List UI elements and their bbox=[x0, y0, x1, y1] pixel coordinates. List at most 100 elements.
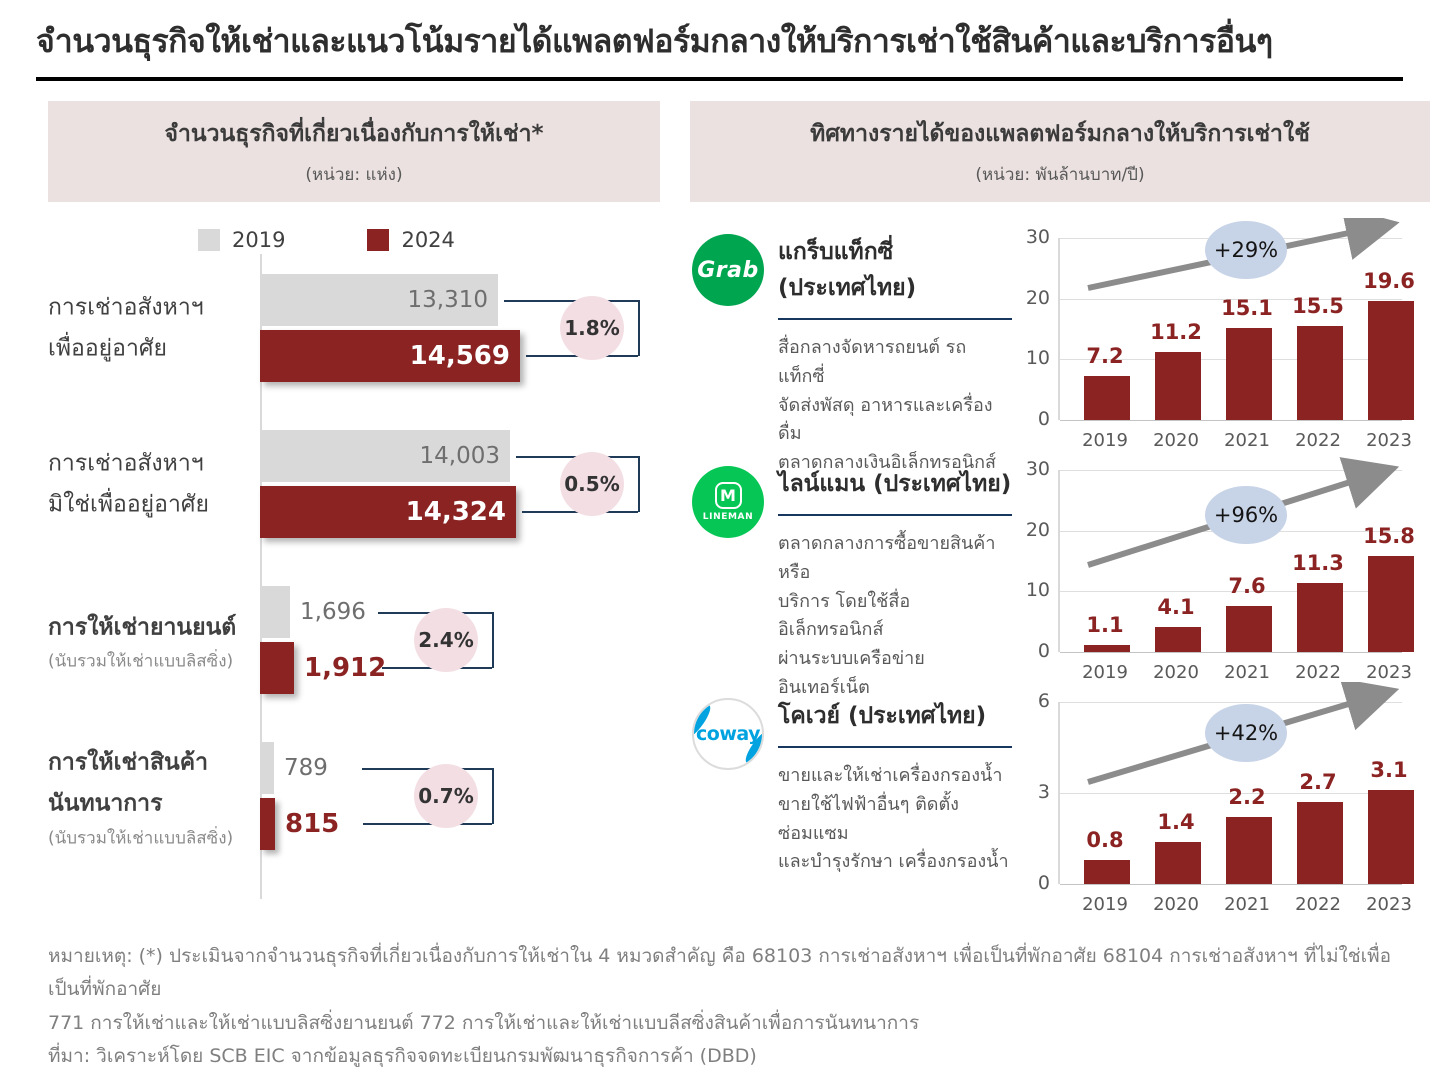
plot-area bbox=[1058, 238, 1414, 421]
lineman-name: ไลน์แมน (ประเทศไทย) bbox=[778, 471, 1012, 497]
gridline bbox=[1060, 591, 1402, 593]
category-label-line: นันทนาการ bbox=[48, 791, 163, 818]
bar-value-label: 11.2 bbox=[1150, 320, 1202, 344]
coway-name: โคเวย์ (ประเทศไทย) bbox=[778, 703, 987, 729]
grab-revenue-chart: 0 10 20 30 7.2 2019 11.2 2020 15.1 2021 15.5 2022 19… bbox=[1012, 218, 1430, 451]
y-tick-label: 0 bbox=[1037, 408, 1050, 430]
bar-value-label: 2.2 bbox=[1228, 785, 1266, 809]
connector-line bbox=[638, 456, 640, 512]
legend-swatch-2024 bbox=[367, 229, 390, 251]
x-tick-label: 2019 bbox=[1082, 430, 1128, 451]
rental-category-row: การให้เช่ายานยนต์ (นับรวมให้เช่าแบบลิสซิ่… bbox=[48, 586, 660, 696]
page-header: จำนวนธุรกิจให้เช่าและแนวโน้มรายได้แพลตฟอ… bbox=[0, 0, 1439, 67]
legend-label-2024: 2024 bbox=[401, 228, 455, 252]
bar-2019 bbox=[260, 586, 290, 638]
lineman-desc-line: บริการ โดยใช้สื่ออิเล็กทรอนิกส์ bbox=[778, 590, 911, 641]
legend-item-2019: 2019 bbox=[198, 228, 285, 252]
y-tick-label: 10 bbox=[1025, 347, 1050, 370]
lineman-logo-icon: M LINEMAN bbox=[692, 466, 764, 538]
value-2019: 14,003 bbox=[419, 443, 500, 469]
bar-value-label: 15.8 bbox=[1363, 524, 1415, 548]
lineman-m-icon: M bbox=[714, 482, 742, 509]
value-2024: 1,912 bbox=[304, 653, 387, 683]
coway-revenue-chart: 0 3 6 0.8 2019 1.4 2020 2.2 2021 2.7 2022 3.1 2023 +4… bbox=[1012, 682, 1430, 915]
legend-swatch-2019 bbox=[198, 229, 220, 251]
bar-value-label: 2.7 bbox=[1299, 770, 1337, 794]
plot-area bbox=[1058, 702, 1414, 885]
y-tick-label: 30 bbox=[1025, 458, 1050, 480]
grab-logo-icon: Grab bbox=[692, 234, 764, 306]
category-sublabel: (นับรวมให้เช่าแบบลิสซิ่ง) bbox=[48, 651, 234, 672]
coway-desc-line: ขายใช้ไฟฟ้าอื่นๆ ติดตั้งซ่อมแซม bbox=[778, 793, 959, 844]
company-row-coway: coway โคเวย์ (ประเทศไทย) ขายและให้เช่าเค… bbox=[690, 682, 1430, 915]
x-tick-label: 2022 bbox=[1295, 430, 1341, 451]
grab-desc-line: จัดส่งพัสดุ อาหารและเครื่องดื่ม bbox=[778, 394, 993, 445]
x-tick-label: 2021 bbox=[1224, 894, 1270, 915]
right-panel-header: ทิศทางรายได้ของแพลตฟอร์มกลางให้บริการเช่… bbox=[690, 101, 1430, 202]
category-bars: 789 815 0.7% bbox=[260, 742, 660, 852]
rental-category-row: การเช่าอสังหาฯ มิใช่เพื่ออยู่อาศัย 14,003 1… bbox=[48, 430, 660, 540]
revenue-bar bbox=[1226, 606, 1272, 652]
left-panel-title: จำนวนธุรกิจที่เกี่ยวเนื่องกับการให้เช่า* bbox=[164, 121, 544, 147]
bar-value-label: 15.1 bbox=[1221, 296, 1273, 320]
cagr-badge: 0.5% bbox=[560, 452, 624, 516]
bar-2024: 14,324 bbox=[260, 486, 516, 538]
value-2024: 815 bbox=[285, 809, 340, 839]
y-tick-label: 3 bbox=[1037, 781, 1050, 803]
connector-line bbox=[363, 823, 492, 825]
gridline bbox=[1060, 884, 1402, 885]
grab-rule bbox=[778, 318, 1012, 320]
lineman-logo-text: LINEMAN bbox=[702, 512, 754, 522]
y-tick-label: 30 bbox=[1025, 226, 1050, 248]
revenue-bar bbox=[1297, 802, 1343, 884]
y-tick-label: 0 bbox=[1037, 872, 1050, 894]
grab-desc-line: สื่อกลางจัดหารถยนต์ รถแท็กซี่ bbox=[778, 337, 967, 387]
x-tick-label: 2022 bbox=[1295, 894, 1341, 915]
x-tick-label: 2020 bbox=[1153, 430, 1199, 451]
grab-logo-text: Grab bbox=[697, 257, 759, 283]
lineman-description: ตลาดกลางการซื้อขายสินค้าหรือ บริการ โดยใ… bbox=[778, 530, 1012, 703]
value-2019: 13,310 bbox=[407, 287, 488, 313]
revenue-bar bbox=[1155, 842, 1201, 884]
revenue-bar bbox=[1297, 326, 1343, 420]
bar-value-label: 7.2 bbox=[1086, 344, 1124, 368]
lineman-desc-line: ตลาดกลางการซื้อขายสินค้าหรือ bbox=[778, 533, 996, 583]
right-panel-title: ทิศทางรายได้ของแพลตฟอร์มกลางให้บริการเช่… bbox=[810, 121, 1310, 147]
value-2019: 789 bbox=[284, 755, 328, 781]
plot-area bbox=[1058, 470, 1414, 653]
content-columns: จำนวนธุรกิจที่เกี่ยวเนื่องกับการให้เช่า*… bbox=[48, 101, 1430, 915]
coway-desc-line: ขายและให้เช่าเครื่องกรองน้ำ bbox=[778, 765, 1003, 786]
y-tick-label: 10 bbox=[1025, 579, 1050, 602]
lineman-desc-line: ผ่านระบบเครือข่ายอินเทอร์เน็ต bbox=[778, 648, 925, 698]
coway-logo-text: coway bbox=[696, 723, 761, 745]
x-tick-label: 2023 bbox=[1366, 430, 1412, 451]
growth-badge: +96% bbox=[1205, 486, 1287, 544]
category-label: การเช่าอสังหาฯ เพื่ออยู่อาศัย bbox=[48, 288, 248, 371]
left-chart-axis bbox=[260, 254, 262, 899]
rental-business-chart: การเช่าอสังหาฯ เพื่ออยู่อาศัย 13,310 14,569… bbox=[48, 254, 660, 899]
gridline bbox=[1060, 652, 1402, 653]
right-panel-unit: (หน่วย: พันล้านบาท/ปี) bbox=[975, 165, 1145, 185]
title-underline bbox=[36, 77, 1403, 81]
category-label-line: เพื่ออยู่อาศัย bbox=[48, 336, 167, 362]
legend-item-2024: 2024 bbox=[367, 228, 455, 252]
category-bars: 1,696 1,912 2.4% bbox=[260, 586, 660, 696]
grab-name: แกร็บแท็กซี่ (ประเทศไทย) bbox=[778, 239, 917, 301]
gridline bbox=[1060, 702, 1402, 703]
growth-badge: +29% bbox=[1205, 221, 1287, 279]
revenue-bar bbox=[1297, 583, 1343, 652]
revenue-bar bbox=[1155, 627, 1201, 652]
left-panel-header: จำนวนธุรกิจที่เกี่ยวเนื่องกับการให้เช่า*… bbox=[48, 101, 660, 202]
gridline bbox=[1060, 420, 1402, 421]
x-tick-label: 2019 bbox=[1082, 662, 1128, 683]
x-tick-label: 2021 bbox=[1224, 430, 1270, 451]
cagr-badge: 2.4% bbox=[414, 608, 478, 672]
x-tick-label: 2021 bbox=[1224, 662, 1270, 683]
bar-2024 bbox=[260, 798, 275, 850]
revenue-bar bbox=[1084, 645, 1130, 652]
category-label-line: การให้เช่ายานยนต์ bbox=[48, 614, 237, 641]
x-tick-label: 2022 bbox=[1295, 662, 1341, 683]
bar-value-label: 1.1 bbox=[1086, 613, 1124, 637]
bar-2019: 13,310 bbox=[260, 274, 498, 326]
gridline bbox=[1060, 298, 1402, 300]
